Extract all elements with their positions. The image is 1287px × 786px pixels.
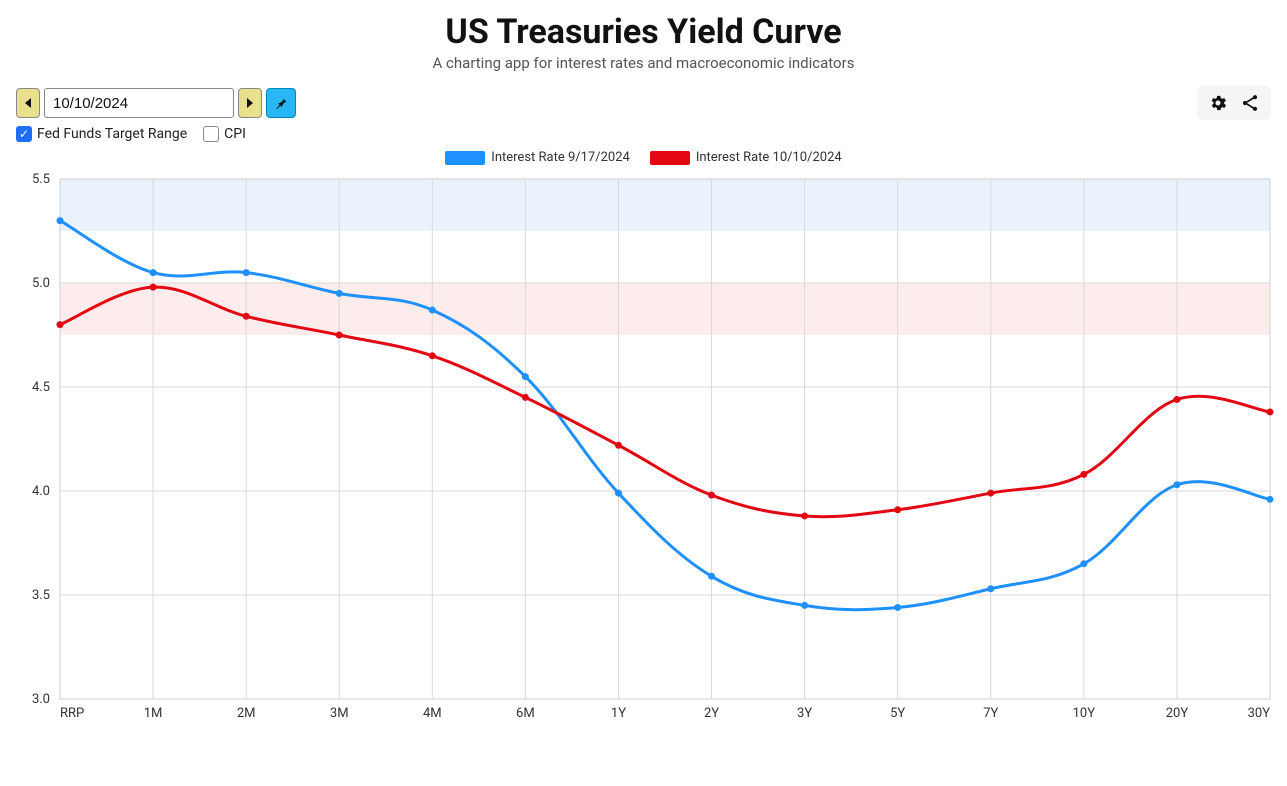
svg-text:5.5: 5.5 — [32, 172, 50, 187]
page-subtitle: A charting app for interest rates and ma… — [12, 54, 1275, 72]
legend-item[interactable]: Interest Rate 10/10/2024 — [650, 150, 842, 165]
svg-text:RRP: RRP — [60, 706, 84, 721]
page-title: US Treasuries Yield Curve — [12, 12, 1275, 52]
svg-text:3.0: 3.0 — [32, 692, 50, 707]
next-date-button[interactable] — [238, 88, 262, 118]
checkbox-row: ✓ Fed Funds Target Range CPI — [16, 126, 1275, 142]
svg-text:1Y: 1Y — [611, 706, 626, 721]
svg-text:1M: 1M — [144, 706, 163, 721]
svg-text:3.5: 3.5 — [32, 588, 50, 603]
toolbar — [12, 86, 1275, 120]
chart-legend: Interest Rate 9/17/2024 Interest Rate 10… — [12, 150, 1275, 165]
legend-label: Interest Rate 9/17/2024 — [491, 150, 630, 165]
svg-text:4M: 4M — [423, 706, 442, 721]
svg-text:2Y: 2Y — [704, 706, 719, 721]
chevron-left-icon — [24, 98, 32, 108]
chevron-right-icon — [246, 98, 254, 108]
checkbox-icon: ✓ — [16, 126, 32, 142]
legend-swatch — [650, 151, 690, 165]
fed-funds-checkbox[interactable]: ✓ Fed Funds Target Range — [16, 126, 187, 142]
svg-text:4.0: 4.0 — [32, 484, 50, 499]
right-toolbar — [1197, 86, 1271, 120]
checkbox-icon — [203, 126, 219, 142]
svg-text:30Y: 30Y — [1248, 706, 1271, 721]
svg-text:7Y: 7Y — [983, 706, 998, 721]
svg-text:10Y: 10Y — [1073, 706, 1096, 721]
svg-text:3M: 3M — [330, 706, 349, 721]
svg-text:4.5: 4.5 — [32, 380, 50, 395]
svg-text:2M: 2M — [237, 706, 256, 721]
svg-text:5.0: 5.0 — [32, 276, 50, 291]
share-icon — [1240, 93, 1260, 113]
svg-text:20Y: 20Y — [1166, 706, 1189, 721]
prev-date-button[interactable] — [16, 88, 40, 118]
pin-icon — [273, 95, 289, 111]
legend-label: Interest Rate 10/10/2024 — [696, 150, 842, 165]
yield-curve-chart: 3.0 3.5 4.0 4.5 5.0 5.5 RRP 1M 2M 3M 4M 6M 1Y 2Y 3Y 5Y 7… — [12, 169, 1275, 729]
legend-swatch — [445, 151, 485, 165]
svg-text:6M: 6M — [516, 706, 535, 721]
pin-button[interactable] — [266, 88, 296, 118]
legend-item[interactable]: Interest Rate 9/17/2024 — [445, 150, 630, 165]
date-input[interactable] — [44, 88, 234, 118]
fed-funds-label: Fed Funds Target Range — [37, 126, 187, 142]
share-button[interactable] — [1239, 92, 1261, 114]
svg-text:3Y: 3Y — [797, 706, 812, 721]
chart-container: Interest Rate 9/17/2024 Interest Rate 10… — [12, 150, 1275, 750]
gear-icon — [1208, 93, 1228, 113]
cpi-label: CPI — [224, 126, 246, 142]
svg-text:5Y: 5Y — [890, 706, 905, 721]
date-nav-group — [16, 88, 296, 118]
settings-button[interactable] — [1207, 92, 1229, 114]
cpi-checkbox[interactable]: CPI — [203, 126, 246, 142]
